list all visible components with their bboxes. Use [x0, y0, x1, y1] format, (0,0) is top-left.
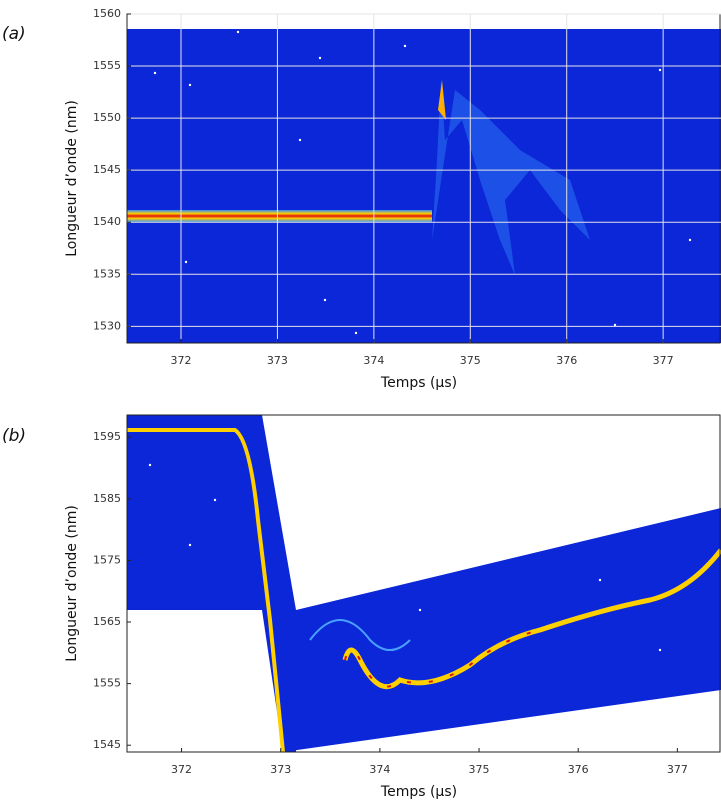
y-tick-label: 1550: [93, 111, 121, 124]
y-tick-label: 1555: [93, 59, 121, 72]
x-tick-label: 374: [369, 763, 390, 776]
y-tick-label: 1540: [93, 215, 121, 228]
y-tick-label: 1555: [93, 677, 121, 690]
y-tick-label: 1535: [93, 267, 121, 280]
panel-label: (b): [2, 426, 26, 446]
y-tick-label: 1575: [93, 553, 121, 566]
x-tick-label: 372: [171, 354, 192, 367]
x-tick-label: 376: [568, 763, 589, 776]
x-axis-label: Temps (µs): [380, 375, 457, 391]
x-tick-label: 377: [667, 763, 688, 776]
x-tick-label: 372: [171, 763, 192, 776]
y-tick-label: 1585: [93, 492, 121, 505]
x-tick-label: 375: [460, 354, 481, 367]
y-tick-label: 1560: [93, 7, 121, 20]
x-tick-label: 373: [267, 354, 288, 367]
x-tick-label: 377: [653, 354, 674, 367]
y-axis-label: Longueur d’onde (nm): [64, 100, 80, 257]
panel-label: (a): [2, 24, 26, 44]
spectrogram-image: [127, 29, 721, 343]
x-tick-label: 376: [556, 354, 577, 367]
y-tick-label: 1530: [93, 319, 121, 332]
y-tick-label: 1595: [93, 430, 121, 443]
plot-frame: [126, 414, 721, 753]
x-axis-label: Temps (µs): [380, 784, 457, 800]
y-axis-label: Longueur d’onde (nm): [64, 505, 80, 662]
y-tick-label: 1565: [93, 615, 121, 628]
y-tick-label: 1545: [93, 738, 121, 751]
x-tick-label: 373: [270, 763, 291, 776]
spectrogram-image: [127, 415, 721, 753]
x-tick-label: 375: [469, 763, 490, 776]
y-tick-label: 1545: [93, 163, 121, 176]
x-tick-label: 374: [363, 354, 384, 367]
